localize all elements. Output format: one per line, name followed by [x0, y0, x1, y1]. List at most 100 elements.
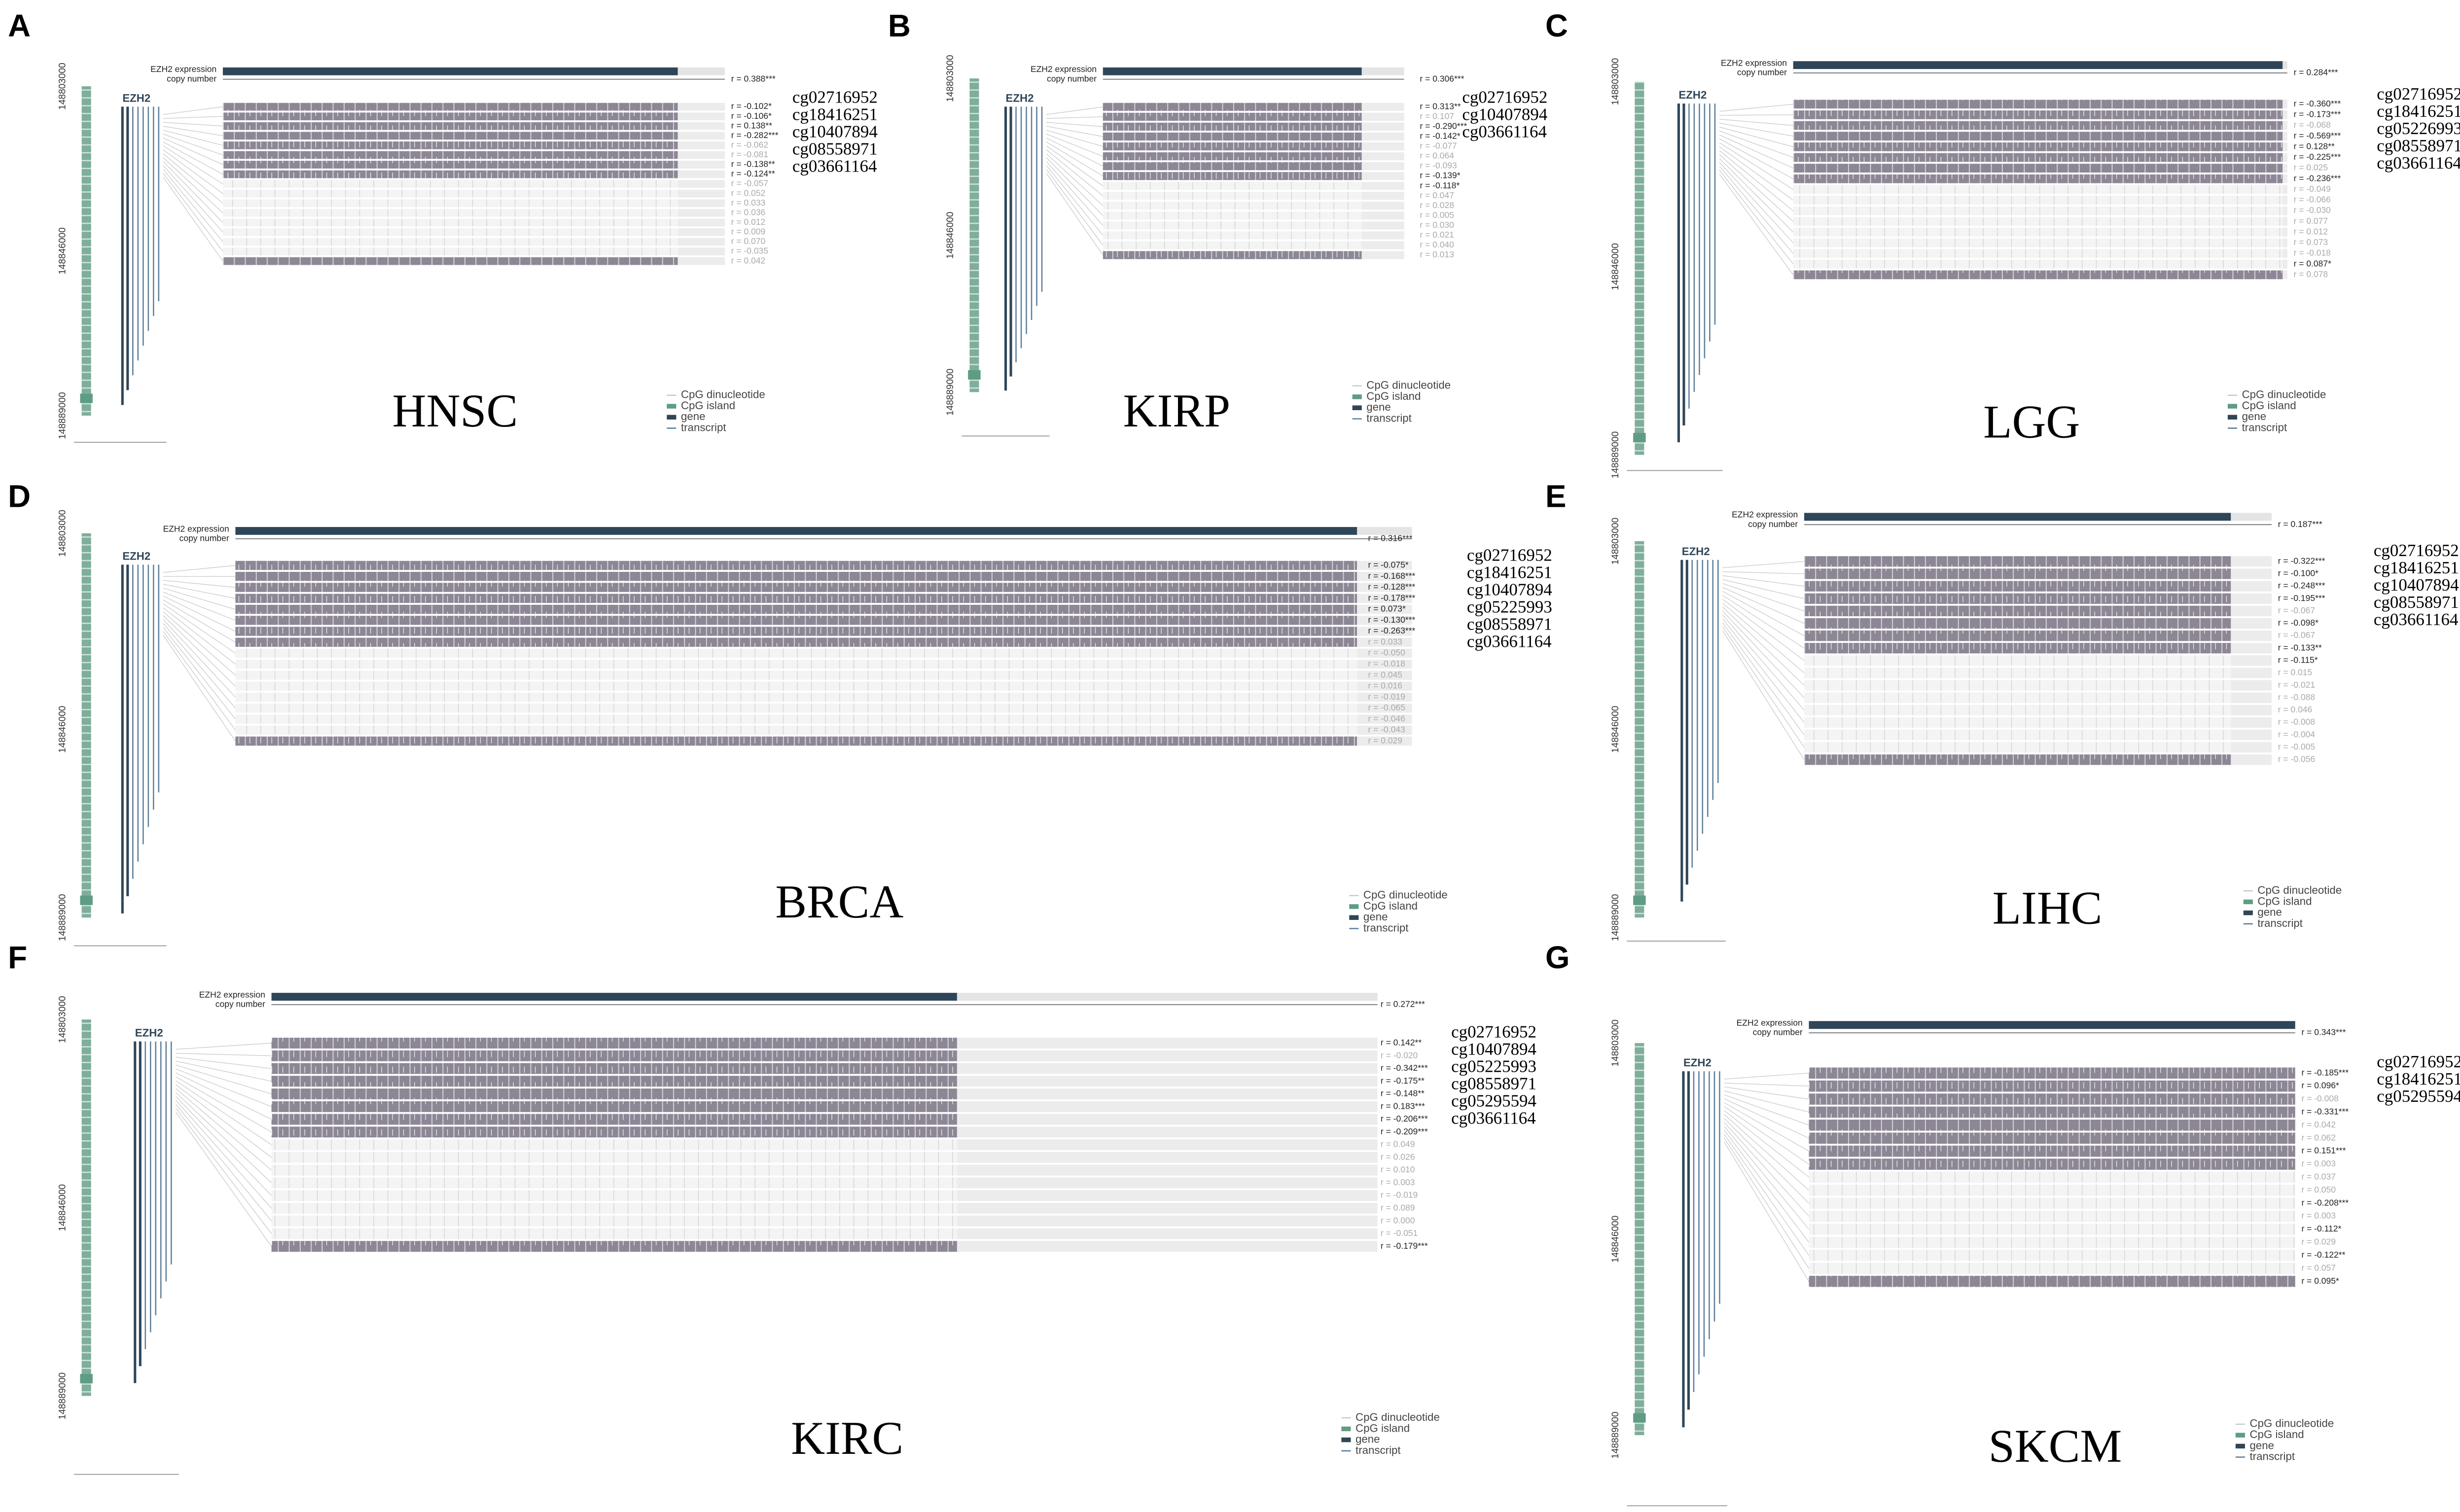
methylation-row — [1809, 1210, 2295, 1222]
connector — [1722, 618, 1805, 723]
methylation-row — [271, 1241, 957, 1252]
methylation-row-rest — [1361, 103, 1404, 111]
methylation-row — [1103, 122, 1362, 131]
correlation-label: r = 0.040 — [1420, 240, 1454, 249]
methylation-row-rest — [2282, 142, 2287, 151]
connector — [163, 173, 223, 252]
probe-label: cg03661164 — [1451, 1109, 1536, 1128]
copy-number-label: copy number — [1748, 519, 1798, 529]
methylation-row-rest — [2282, 227, 2287, 237]
cpg-island — [80, 393, 93, 403]
connector — [163, 607, 236, 665]
expression-r: r = 0.272*** — [1381, 999, 1425, 1009]
methylation-row — [1804, 568, 2231, 579]
methylation-row-rest — [1357, 714, 1412, 724]
methylation-row — [1804, 730, 2231, 740]
expression-bar — [1103, 67, 1362, 75]
correlation-label: r = -0.236*** — [2294, 173, 2341, 183]
correlation-label: r = -0.130*** — [1368, 615, 1415, 625]
probe-label: cg02716952 — [2377, 1052, 2460, 1071]
legend-label: transcript — [1355, 1444, 1401, 1456]
probe-label: cg18416251 — [2377, 1069, 2460, 1089]
connector — [1724, 1098, 1809, 1139]
legend-label: transcript — [1363, 921, 1409, 934]
methylation-row — [222, 161, 678, 169]
correlation-label: r = 0.009 — [731, 227, 766, 237]
methylation-row — [1809, 1159, 2295, 1170]
genome-tick-label: 148803000 — [945, 55, 956, 102]
correlation-label: r = 0.073* — [1368, 604, 1406, 614]
connector — [163, 134, 223, 156]
methylation-row-rest — [2282, 249, 2287, 258]
connector — [163, 177, 223, 262]
methylation-row-rest — [1357, 737, 1412, 746]
methylation-row-rest — [2231, 581, 2272, 592]
methylation-row — [1103, 103, 1362, 111]
methylation-row — [235, 604, 1357, 614]
methylation-row — [1804, 754, 2231, 765]
panel-letter: B — [888, 8, 911, 43]
correlation-label: r = 0.026 — [1381, 1152, 1415, 1161]
probe-label: cg03661164 — [2374, 610, 2459, 629]
methylation-row-rest — [2231, 742, 2272, 753]
correlation-label: r = 0.030 — [1420, 220, 1454, 230]
correlation-label: r = -0.100* — [2278, 568, 2318, 578]
methylation-row — [271, 1152, 957, 1163]
correlation-label: r = 0.142** — [1381, 1038, 1422, 1048]
connector — [163, 153, 223, 204]
expression-bar-rest — [1357, 527, 1412, 535]
connector — [1722, 606, 1805, 686]
methylation-row-rest — [1357, 648, 1412, 658]
connector — [163, 588, 236, 610]
probe-label: cg03661164 — [1462, 122, 1547, 141]
methylation-row — [222, 199, 678, 208]
connector — [1724, 1083, 1809, 1087]
connector — [176, 1053, 272, 1056]
expression-bar-rest — [1361, 67, 1404, 75]
methylation-row-rest — [1361, 192, 1404, 200]
methylation-row-rest — [1357, 594, 1412, 603]
genome-tick-label: 148846000 — [1610, 243, 1621, 290]
legend-label: transcript — [2257, 917, 2303, 929]
methylation-row-rest — [677, 247, 725, 255]
correlation-label: r = 0.010 — [1381, 1164, 1415, 1174]
expression-r: r = 0.388*** — [731, 73, 776, 83]
methylation-row-rest — [1357, 692, 1412, 702]
methylation-row-rest — [2282, 259, 2287, 269]
expression-r: r = 0.316*** — [1368, 533, 1412, 543]
connector — [1724, 1122, 1809, 1217]
expression-bar-rest — [2231, 513, 2272, 521]
connector — [163, 106, 223, 115]
methylation-row — [1793, 249, 2283, 258]
genome-tick-label: 148846000 — [57, 227, 68, 275]
methylation-row — [1809, 1250, 2295, 1261]
methylation-row-rest — [677, 170, 725, 178]
expression-label: EZH2 expression — [1737, 1018, 1803, 1028]
correlation-label: r = -0.225*** — [2294, 152, 2341, 162]
connector — [1046, 145, 1104, 186]
genome-tick-label: 148803000 — [57, 63, 68, 109]
connector — [1046, 141, 1104, 176]
methylation-row — [1809, 1171, 2295, 1183]
correlation-label: r = 0.073 — [2294, 237, 2328, 247]
methylation-row — [1793, 206, 2283, 215]
connector — [163, 116, 223, 119]
expression-r: r = 0.284*** — [2294, 68, 2338, 77]
methylation-row — [1804, 717, 2231, 728]
connector — [1722, 575, 1805, 587]
connector — [176, 1080, 272, 1145]
correlation-label: r = -0.057 — [731, 178, 768, 188]
methylation-row — [1103, 142, 1362, 151]
methylation-row — [1793, 217, 2283, 226]
gene-label: EZH2 — [135, 1027, 163, 1039]
connector — [1724, 1106, 1809, 1165]
methylation-row-rest — [1357, 725, 1412, 735]
methylation-row-rest — [1361, 211, 1404, 220]
connector — [1722, 630, 1805, 760]
copy-number-label: copy number — [167, 73, 216, 83]
legend-label: gene — [1366, 401, 1391, 413]
methylation-row-rest — [2231, 593, 2272, 604]
connector — [1722, 583, 1805, 611]
legend-label: transcript — [681, 421, 726, 433]
methylation-row-rest — [677, 112, 725, 121]
